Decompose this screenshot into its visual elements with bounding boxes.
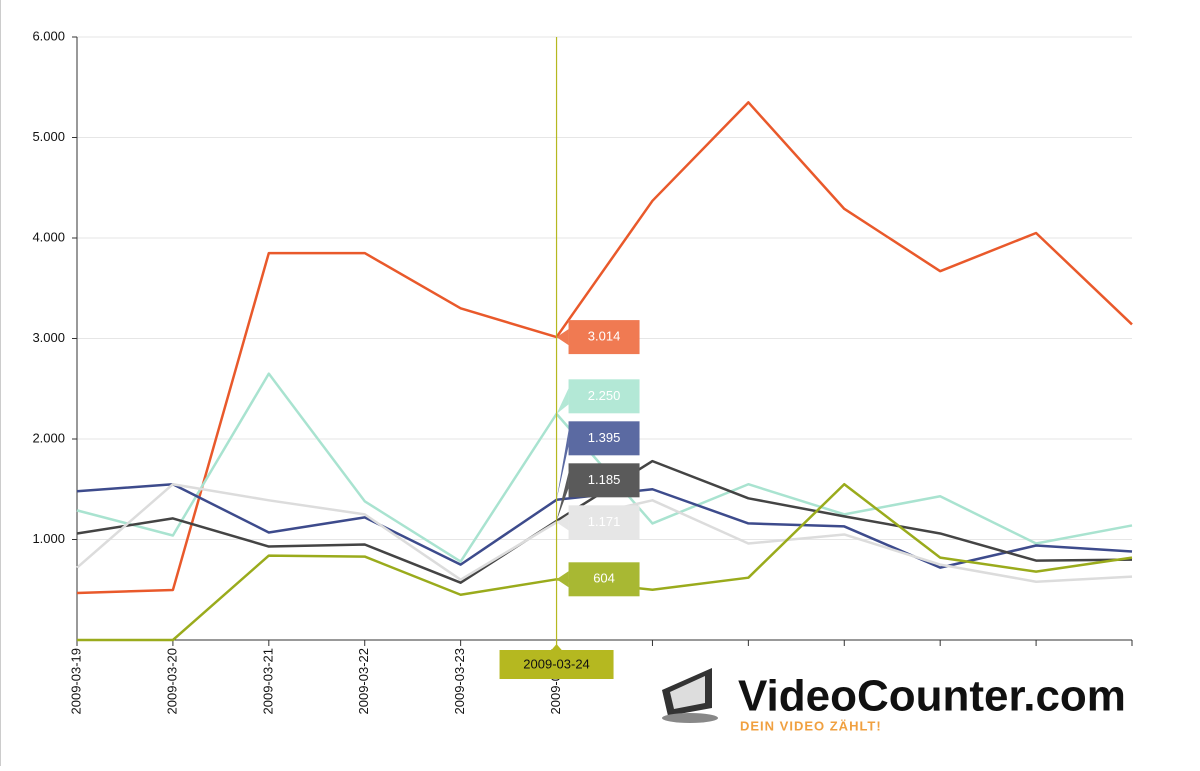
y-tick-label: 2.000	[32, 430, 65, 445]
tooltip-value: 1.171	[588, 514, 621, 529]
tooltip-box	[568, 562, 640, 597]
tooltip-pointer	[556, 472, 569, 521]
crosshair-pointer	[550, 644, 563, 651]
tooltip-box	[568, 505, 640, 540]
y-tick-label: 1.000	[32, 531, 65, 546]
tooltip-pointer	[556, 329, 569, 346]
tooltip-value: 604	[593, 571, 615, 586]
tooltip-pointer	[556, 430, 569, 500]
y-tick-label: 3.000	[32, 330, 65, 345]
logo-screen	[670, 676, 705, 709]
x-tick-label: 2009-03-19	[68, 648, 83, 715]
crosshair-label: 2009-03-24	[523, 656, 590, 671]
tooltip-pointer	[556, 514, 569, 531]
tooltip-value: 1.395	[588, 430, 621, 445]
tooltip-box	[568, 463, 640, 498]
tooltip-box	[568, 320, 640, 355]
logo: VideoCounter.com DEIN VIDEO ZÄHLT!	[662, 668, 1126, 733]
tooltip-value: 1.185	[588, 472, 621, 487]
series-line	[76, 101, 1133, 595]
x-tick-label: 2009-03-23	[452, 648, 467, 715]
crosshair-label-box	[499, 650, 614, 679]
x-tick-label: 2009-03-20	[164, 648, 179, 715]
logo-slogan: DEIN VIDEO ZÄHLT!	[740, 718, 882, 733]
x-tick-label: 2009-03-21	[260, 648, 275, 715]
y-tick-label: 4.000	[32, 229, 65, 244]
logo-stand	[662, 713, 718, 723]
y-tick-label: 5.000	[32, 129, 65, 144]
logo-name: VideoCounter.com	[738, 672, 1126, 721]
tooltip-value: 2.250	[588, 388, 621, 403]
tooltip-value: 3.014	[588, 329, 621, 344]
tooltip-box	[568, 379, 640, 414]
tooltip-pointer	[556, 571, 569, 588]
y-tick-label: 6.000	[32, 28, 65, 43]
x-tick-label: 2009-03-22	[356, 648, 371, 715]
tooltip-pointer	[556, 388, 569, 414]
tooltip-box	[568, 421, 640, 456]
